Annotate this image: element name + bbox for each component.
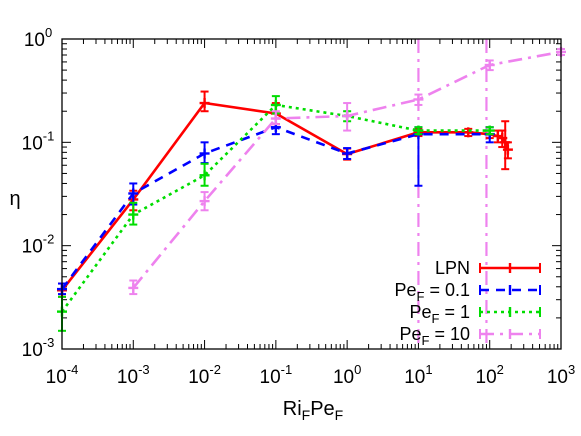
x-label-sub: F — [335, 407, 344, 423]
x-tick-base: 10 — [46, 367, 67, 388]
legend-text-main: Pe — [394, 280, 416, 300]
x-axis-label: RiFPeF — [283, 398, 343, 423]
series-2 — [57, 117, 495, 296]
x-tick-label: 10-4 — [46, 362, 79, 388]
x-tick-base: 10 — [117, 367, 138, 388]
plot-series — [57, 46, 566, 332]
legend-entry: LPN — [435, 258, 541, 278]
data-point — [199, 141, 210, 165]
x-tick-base: 10 — [404, 367, 425, 388]
x-tick-label: 103 — [547, 362, 575, 388]
data-point — [484, 125, 495, 136]
plot-frame — [61, 38, 562, 350]
data-point — [342, 147, 353, 160]
y-tick-base: 10 — [22, 133, 43, 154]
data-point — [128, 279, 139, 296]
data-point — [463, 127, 474, 138]
legend-label: PeF = 1 — [409, 302, 470, 326]
x-label-sub: F — [302, 407, 311, 423]
legend-text-rest: = 1 — [439, 302, 470, 322]
legend-text-main: Pe — [409, 302, 431, 322]
y-tick-base: 10 — [24, 30, 45, 51]
legend-text-main: Pe — [399, 324, 421, 344]
legend-label: PeF = 0.1 — [394, 280, 470, 304]
tick-marks — [61, 38, 562, 350]
legend-entry: PeF = 0.1 — [394, 280, 541, 304]
x-label-main: Ri — [283, 398, 302, 420]
y-tick-base: 10 — [22, 237, 43, 258]
x-tick-label: 102 — [476, 362, 504, 388]
data-point — [484, 59, 495, 72]
x-label-mid: Pe — [310, 398, 334, 420]
x-tick-exponent: 2 — [497, 362, 504, 377]
y-axis-label: η — [9, 188, 20, 210]
reference-lines — [417, 39, 488, 349]
legend-text-main: LPN — [435, 258, 470, 278]
x-tick-exponent: 0 — [354, 362, 361, 377]
y-tick-exponent: -3 — [43, 335, 55, 350]
series-4 — [128, 46, 566, 296]
data-point — [128, 201, 139, 226]
data-point — [342, 102, 353, 132]
x-tick-base: 10 — [476, 367, 497, 388]
x-tick-base: 10 — [260, 367, 281, 388]
y-tick-base: 10 — [22, 340, 43, 361]
legend-text-sub: F — [432, 311, 440, 326]
data-point — [199, 191, 210, 212]
x-tick-exponent: 1 — [425, 362, 432, 377]
legend-entry: PeF = 1 — [409, 302, 541, 326]
y-tick-exponent: -2 — [43, 232, 55, 247]
y-tick-label: 10-1 — [22, 128, 55, 154]
y-tick-label: 10-2 — [22, 232, 55, 258]
y-tick-exponent: -1 — [43, 128, 55, 143]
legend-entry: PeF = 10 — [399, 324, 541, 348]
x-tick-exponent: -1 — [281, 362, 293, 377]
x-tick-exponent: 3 — [568, 362, 575, 377]
legend-text-sub: F — [417, 289, 425, 304]
data-point — [413, 93, 424, 106]
data-point — [199, 90, 210, 113]
x-tick-base: 10 — [547, 367, 568, 388]
legend-label: LPN — [435, 258, 470, 278]
x-tick-exponent: -4 — [67, 362, 79, 377]
data-point — [413, 125, 424, 136]
data-point — [270, 110, 281, 126]
x-tick-label: 101 — [404, 362, 432, 388]
x-tick-label: 10-2 — [188, 362, 221, 388]
x-tick-label: 10-3 — [117, 362, 150, 388]
data-point — [128, 182, 139, 206]
y-tick-label: 10-3 — [22, 335, 55, 361]
legend-label: PeF = 10 — [399, 324, 470, 348]
legend-text-rest: = 0.1 — [424, 280, 470, 300]
data-point — [502, 141, 513, 160]
y-tick-label: 100 — [24, 25, 52, 51]
y-tick-exponent: 0 — [45, 25, 52, 40]
series-line — [132, 50, 562, 289]
tick-labels: 10-4 10-3 10-2 10-1 100 101 102 10310-310-210-1… — [22, 25, 576, 388]
x-tick-exponent: -2 — [209, 362, 221, 377]
data-point — [199, 162, 210, 187]
x-tick-exponent: -3 — [138, 362, 150, 377]
x-tick-base: 10 — [188, 367, 209, 388]
legend-text-rest: = 10 — [429, 324, 470, 344]
x-tick-base: 10 — [333, 367, 354, 388]
x-tick-label: 10-1 — [260, 362, 293, 388]
legend-text-sub: F — [422, 333, 430, 348]
x-tick-label: 100 — [333, 362, 361, 388]
